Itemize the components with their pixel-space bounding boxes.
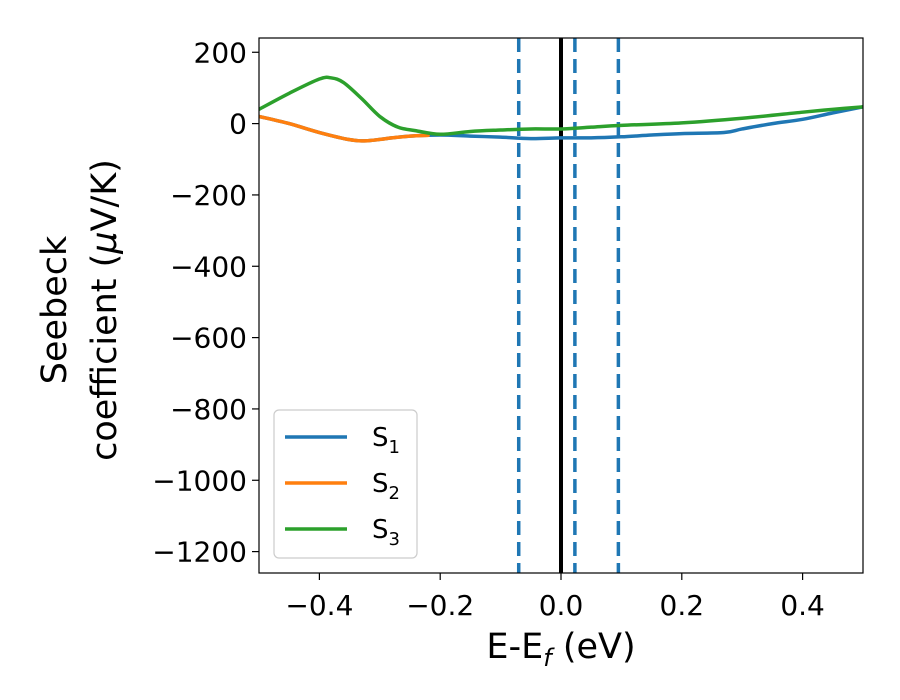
y-tick-label: −1200 [152,536,247,569]
legend-label-s2: S2 [372,469,400,504]
x-tick-label: 0.2 [660,589,705,622]
x-tick-label: 0.0 [539,589,584,622]
y-tick-label: −400 [170,250,247,283]
y-tick-label: −800 [170,393,247,426]
legend-label-s1: S1 [372,423,400,458]
x-axis-ticks: −0.4 −0.2 0.0 0.2 0.4 [285,573,825,622]
y-tick-label: −600 [170,322,247,355]
legend-label-s3: S3 [372,515,400,550]
y-axis-title: Seebeck coefficient (μV/K) [35,159,125,461]
series-line-s2 [259,114,430,143]
y-tick-label: −1000 [152,464,247,497]
x-tick-label: −0.2 [406,589,474,622]
legend: S1 S2 S3 [273,409,418,559]
y-tick-label: 0 [229,108,247,141]
y-axis-ticks: 200 0 −200 −400 −600 −800 −1000 −1200 [152,36,259,569]
y-axis-title-line1: Seebeck [35,235,75,384]
x-tick-label: 0.4 [780,589,825,622]
x-axis-title: E-Ef (eV) [486,627,635,672]
x-tick-label: −0.4 [285,589,353,622]
series-lines [259,75,863,143]
series-line-s3 [259,75,863,137]
vertical-markers [516,38,621,573]
y-tick-label: −200 [170,179,247,212]
y-tick-label: 200 [194,36,247,69]
y-axis-title-line2: coefficient (μV/K) [85,159,125,461]
